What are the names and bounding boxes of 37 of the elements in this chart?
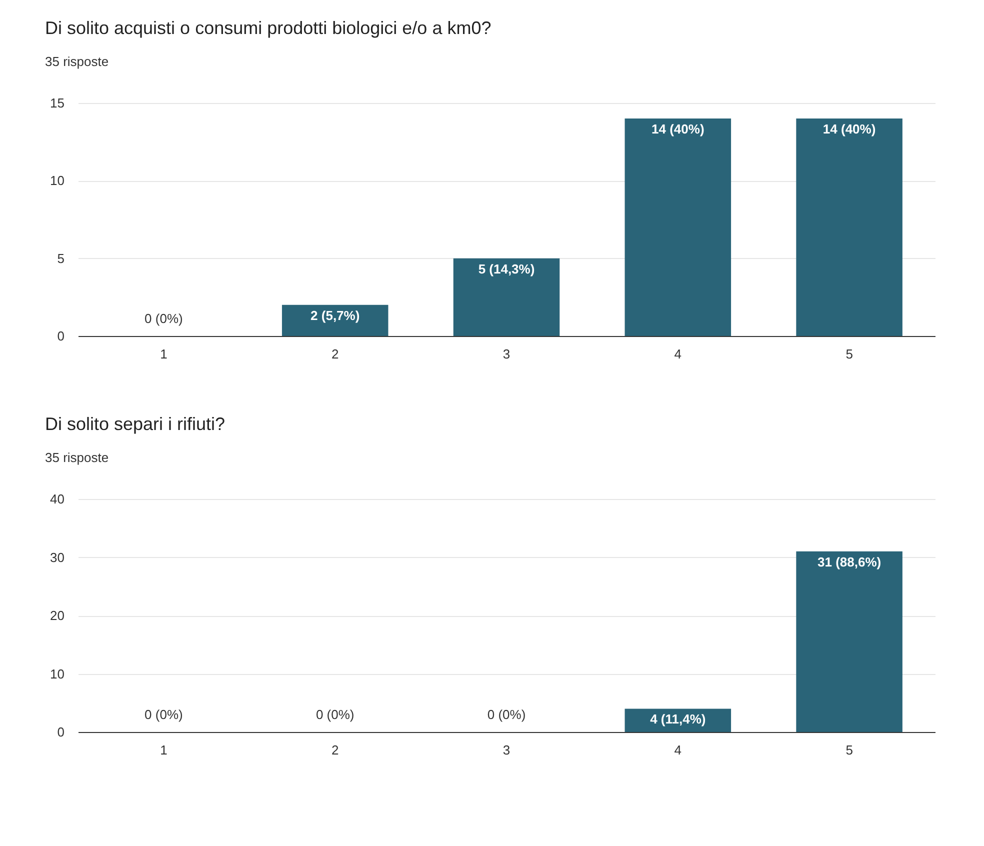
bar: [624, 118, 732, 336]
y-tick-label: 30: [50, 550, 64, 565]
chart-subtitle: 35 risposte: [45, 54, 109, 69]
data-label: 0 (0%): [487, 707, 526, 722]
y-tick-label: 10: [50, 173, 64, 188]
x-tick-label: 1: [160, 346, 168, 362]
chart-title: Di solito acquisti o consumi prodotti biologici e/o a km0?: [45, 18, 492, 38]
y-tick-label: 0: [57, 328, 64, 344]
x-tick-label: 1: [160, 742, 168, 758]
x-tick-label: 5: [846, 346, 853, 362]
data-label: 2 (5,7%): [310, 308, 360, 323]
x-tick-label: 3: [502, 346, 510, 362]
data-label: 31 (88,6%): [818, 554, 882, 570]
x-tick-label: 4: [674, 346, 682, 362]
data-label: 14 (40%): [652, 122, 704, 137]
x-tick-label: 2: [331, 742, 339, 758]
y-tick-label: 10: [50, 666, 64, 682]
bar: [453, 258, 560, 336]
data-label: 0 (0%): [144, 311, 183, 326]
data-label: 0 (0%): [144, 707, 183, 722]
bar: [282, 304, 388, 336]
y-tick-label: 5: [57, 250, 64, 266]
x-tick-label: 2: [331, 346, 339, 362]
y-tick-label: 0: [57, 724, 64, 740]
x-tick-label: 4: [674, 742, 682, 758]
data-label: 0 (0%): [316, 707, 354, 722]
y-tick-label: 40: [50, 492, 64, 506]
x-tick-label: 3: [502, 742, 510, 758]
chart-subtitle: 35 risposte: [45, 450, 109, 465]
y-tick-label: 15: [50, 96, 64, 110]
x-tick-label: 5: [846, 742, 853, 758]
chart-title: Di solito separi i rifiuti?: [45, 414, 226, 434]
data-label: 4 (11,4%): [650, 712, 706, 727]
data-label: 14 (40%): [822, 122, 876, 137]
bar: [796, 118, 902, 336]
data-label: 5 (14,3%): [478, 261, 535, 276]
y-tick-label: 20: [50, 608, 64, 623]
